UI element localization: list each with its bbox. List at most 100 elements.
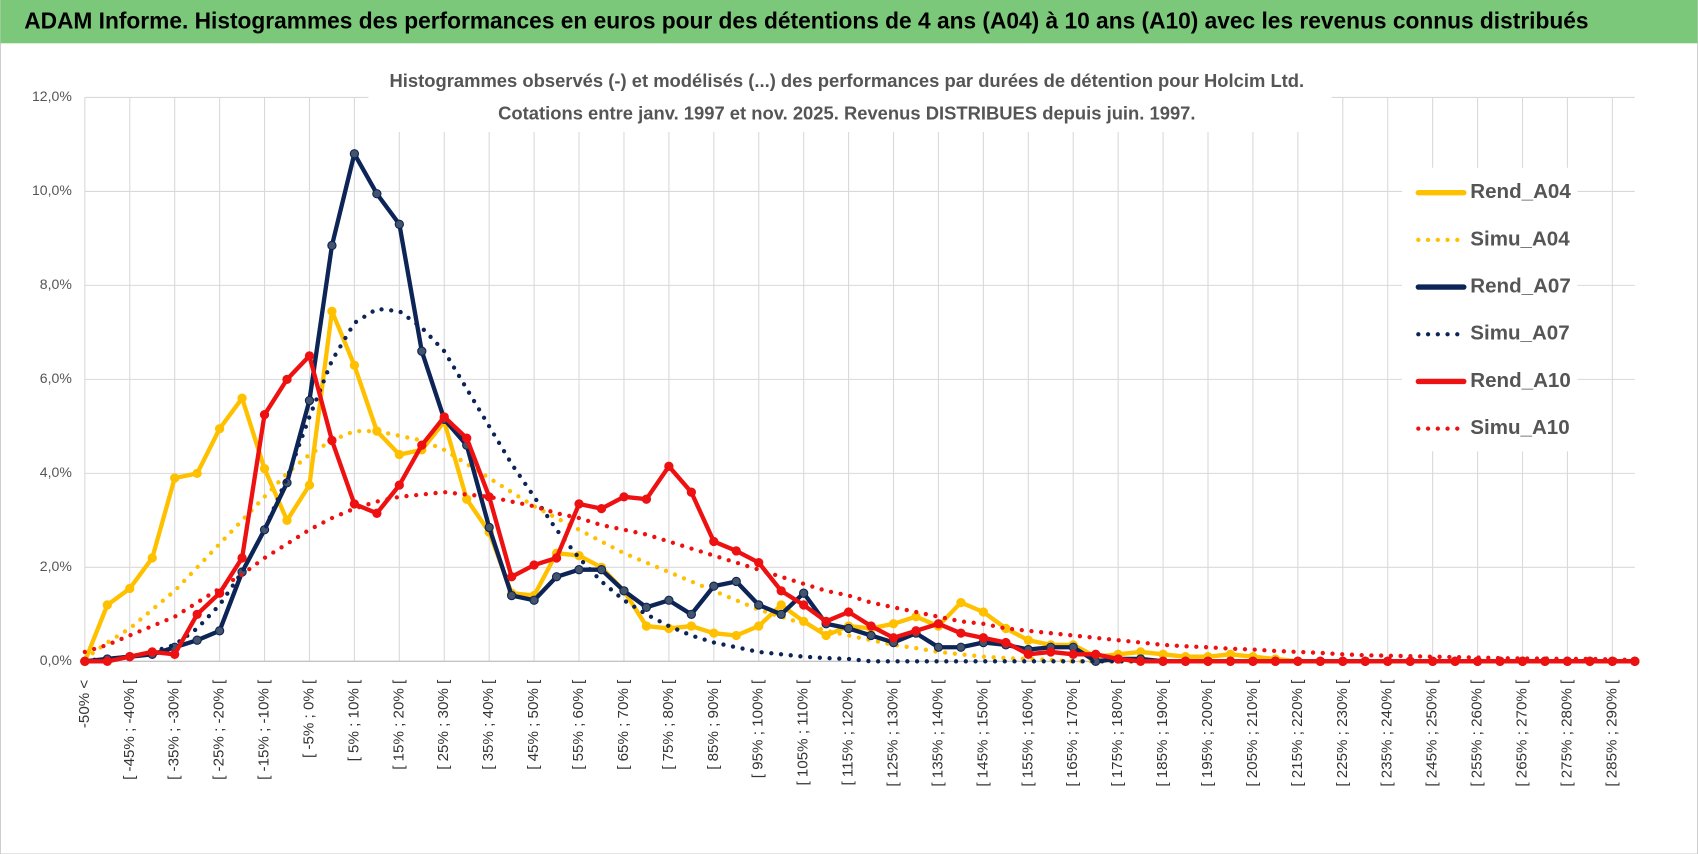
data-point	[417, 346, 427, 356]
x-tick-label: [ 35% ; 40% [	[480, 679, 497, 770]
legend-label: Simu_A07	[1470, 322, 1569, 345]
data-point	[192, 635, 202, 645]
chart-title: Histogrammes observés (-) et modélisés (…	[390, 70, 1305, 91]
data-point	[192, 468, 202, 479]
y-tick-label: 10,0%	[32, 182, 72, 198]
legend-label: Simu_A10	[1470, 416, 1569, 439]
data-point	[125, 583, 135, 594]
y-tick-label: 6,0%	[40, 370, 72, 386]
data-point	[506, 590, 517, 601]
legend-label: Rend_A07	[1470, 274, 1571, 297]
x-tick-label: [ -35% ; -30% [	[166, 679, 183, 780]
x-tick-label: [ 215% ; 220% [	[1289, 679, 1306, 787]
plot: 0,0% 2,0% 4,0% 6,0% 8,0% 10,0% 12,0% -50% < [ -4…	[32, 88, 1640, 787]
legend-bg	[1402, 167, 1578, 452]
data-point	[821, 616, 831, 627]
data-point	[933, 642, 944, 652]
data-point	[349, 499, 360, 509]
data-point	[394, 480, 404, 490]
data-point	[282, 374, 292, 385]
data-point	[394, 219, 404, 229]
data-point	[327, 240, 337, 251]
data-point	[641, 494, 652, 504]
data-point	[933, 619, 944, 629]
data-point	[1315, 656, 1325, 666]
data-point	[349, 360, 360, 370]
data-point	[1427, 656, 1438, 666]
data-point	[843, 623, 854, 634]
data-point	[956, 597, 966, 608]
data-point	[956, 628, 966, 638]
x-tick-label: [ 145% ; 150% [	[974, 679, 991, 787]
data-point	[731, 546, 741, 556]
data-point	[125, 651, 135, 662]
data-point	[754, 621, 764, 631]
data-point	[551, 553, 562, 563]
data-point	[664, 595, 674, 605]
x-tick-label: [ 75% ; 80% [	[660, 679, 677, 770]
data-point	[686, 609, 697, 619]
data-point	[304, 480, 315, 490]
data-point	[327, 435, 337, 446]
data-point	[1001, 637, 1011, 648]
data-point	[596, 565, 607, 575]
data-point	[327, 306, 337, 316]
x-tick-label: [ 165% ; 170% [	[1064, 679, 1081, 787]
x-tick-label: -50% <	[76, 680, 93, 729]
data-point	[304, 395, 315, 406]
data-point	[1248, 656, 1258, 666]
data-point	[282, 515, 292, 526]
data-point	[439, 412, 449, 422]
x-tick-label: [ -45% ; -40% [	[121, 679, 138, 780]
data-point	[259, 464, 270, 474]
data-point	[1158, 656, 1168, 666]
legend-label: Rend_A04	[1470, 180, 1571, 203]
data-point	[237, 553, 247, 563]
x-tick-label: [ 185% ; 190% [	[1154, 679, 1171, 787]
data-point	[1180, 656, 1191, 666]
header-bar	[0, 0, 1698, 44]
data-point	[462, 433, 472, 443]
data-point	[192, 609, 202, 619]
x-tick-label: [ 45% ; 50% [	[525, 679, 542, 770]
x-tick-label: [ 205% ; 210% [	[1244, 679, 1261, 787]
x-tick-label: [ 5% ; 10% [	[345, 679, 362, 761]
data-point	[551, 572, 562, 582]
series-line	[82, 489, 1637, 663]
data-point	[956, 642, 966, 652]
data-point	[664, 461, 674, 471]
x-tick-label: [ 225% ; 230% [	[1334, 679, 1351, 787]
data-point	[170, 473, 180, 483]
data-point	[866, 630, 876, 641]
x-tick-label: [ 285% ; 290% [	[1603, 679, 1620, 787]
data-point	[372, 189, 382, 199]
data-point	[821, 630, 831, 641]
x-tick-label: [ 65% ; 70% [	[615, 679, 632, 770]
y-tick-label: 2,0%	[40, 558, 72, 574]
data-point	[641, 602, 652, 612]
data-point	[237, 393, 247, 403]
y-tick-label: 12,0%	[32, 88, 72, 104]
data-point	[709, 581, 719, 591]
data-point	[776, 600, 786, 610]
data-point	[484, 522, 494, 533]
data-point	[686, 621, 697, 631]
data-point	[1517, 656, 1528, 666]
x-tick-label: [ 15% ; 20% [	[390, 679, 407, 770]
data-point	[574, 499, 584, 509]
data-point	[102, 656, 112, 666]
data-point	[754, 600, 764, 610]
data-point	[1135, 656, 1146, 666]
data-point	[686, 487, 697, 497]
x-tick-label: [ 195% ; 200% [	[1199, 679, 1216, 787]
x-tick-label: [ 55% ; 60% [	[570, 679, 587, 770]
data-point	[1091, 649, 1101, 659]
x-tick-label: [ 175% ; 180% [	[1109, 679, 1126, 787]
data-point	[304, 351, 315, 361]
data-point	[776, 609, 786, 619]
legend-label: Rend_A10	[1470, 369, 1571, 392]
y-tick-label: 4,0%	[40, 464, 72, 480]
data-point	[1405, 656, 1415, 666]
data-point	[1068, 649, 1078, 659]
data-point	[776, 586, 786, 596]
